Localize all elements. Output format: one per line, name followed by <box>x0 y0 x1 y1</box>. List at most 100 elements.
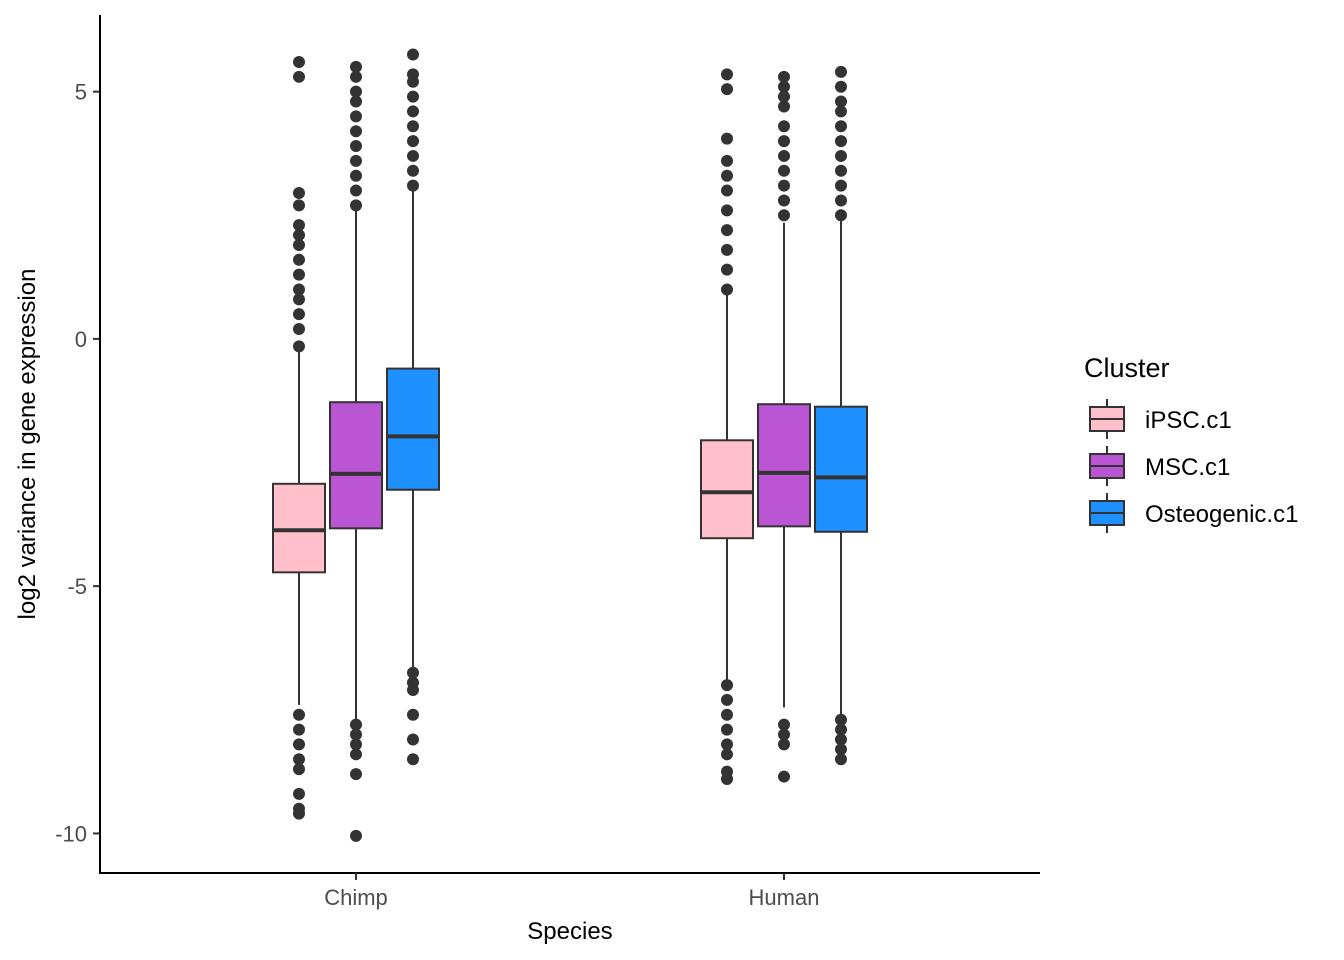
outlier-point <box>407 753 419 766</box>
outlier-point <box>407 684 419 697</box>
outlier-point <box>721 68 733 81</box>
outlier-point <box>293 723 305 736</box>
outlier-point <box>721 748 733 761</box>
y-tick-label: -10 <box>55 821 87 846</box>
x-axis-ticks: Chimp Human <box>324 873 819 910</box>
box-MSC.c1-Chimp <box>329 60 383 842</box>
outlier-point <box>721 679 733 692</box>
y-axis-ticks: 5 0 -5 -10 <box>55 80 100 846</box>
outlier-point <box>350 199 362 212</box>
legend-label: MSC.c1 <box>1145 454 1230 481</box>
outlier-point <box>293 253 305 266</box>
box-Osteogenic.c1-Chimp <box>386 48 440 766</box>
y-tick-label: 0 <box>75 327 87 352</box>
legend-label: Osteogenic.c1 <box>1145 501 1298 528</box>
outlier-point <box>778 135 790 148</box>
outlier-point <box>835 179 847 192</box>
outlier-point <box>293 753 305 766</box>
iqr-box <box>272 482 326 574</box>
outlier-point <box>293 187 305 200</box>
legend-item: Osteogenic.c1 <box>1089 493 1298 533</box>
outlier-point <box>350 184 362 197</box>
outlier-point <box>293 199 305 212</box>
outlier-point <box>835 80 847 93</box>
outlier-point <box>835 95 847 108</box>
outlier-point <box>293 323 305 336</box>
box-Osteogenic.c1-Human <box>814 65 868 766</box>
outlier-point <box>350 70 362 83</box>
outlier-point <box>835 713 847 726</box>
outlier-point <box>721 154 733 167</box>
outlier-point <box>293 70 305 83</box>
outlier-point <box>293 268 305 281</box>
legend: Cluster iPSC.c1 MSC.c1 Osteogenic.c1 <box>1084 353 1298 533</box>
legend-item: MSC.c1 <box>1089 446 1230 486</box>
x-axis-title: Species <box>527 918 612 945</box>
outlier-point <box>293 283 305 296</box>
outlier-point <box>350 110 362 123</box>
outlier-point <box>721 693 733 706</box>
outlier-point <box>778 100 790 113</box>
x-tick-label: Human <box>749 885 820 910</box>
outlier-point <box>835 135 847 148</box>
x-tick-label: Chimp <box>324 885 388 910</box>
iqr-box <box>700 439 754 540</box>
outlier-point <box>778 738 790 751</box>
outlier-point <box>778 718 790 731</box>
outlier-point <box>350 60 362 73</box>
iqr-box <box>329 401 383 530</box>
outlier-point <box>350 768 362 781</box>
box-iPSC.c1-Human <box>700 68 754 786</box>
box-iPSC.c1-Chimp <box>272 55 326 820</box>
outlier-point <box>407 120 419 133</box>
outlier-point <box>407 149 419 162</box>
outlier-point <box>350 829 362 842</box>
outlier-point <box>293 238 305 251</box>
iqr-box <box>814 405 868 533</box>
outlier-point <box>721 243 733 256</box>
iqr-box <box>386 367 440 491</box>
outlier-point <box>407 90 419 103</box>
outlier-point <box>350 95 362 108</box>
outlier-point <box>350 125 362 138</box>
outlier-point <box>407 48 419 61</box>
outlier-point <box>721 224 733 237</box>
outlier-point <box>293 787 305 800</box>
outlier-point <box>293 763 305 776</box>
outlier-point <box>778 70 790 83</box>
outlier-point <box>778 770 790 783</box>
outlier-point <box>293 708 305 721</box>
outlier-point <box>407 164 419 177</box>
outlier-point <box>293 219 305 232</box>
outlier-point <box>407 135 419 148</box>
outlier-point <box>835 753 847 766</box>
plot-area <box>272 48 868 842</box>
outlier-point <box>350 169 362 182</box>
outlier-point <box>721 169 733 182</box>
outlier-point <box>835 209 847 222</box>
y-axis-title: log2 variance in gene expression <box>14 269 41 620</box>
outlier-point <box>407 68 419 81</box>
outlier-point <box>778 164 790 177</box>
outlier-point <box>835 164 847 177</box>
outlier-point <box>721 708 733 721</box>
outlier-point <box>293 229 305 242</box>
outlier-point <box>778 728 790 741</box>
outlier-point <box>293 807 305 820</box>
outlier-point <box>778 194 790 207</box>
outlier-point <box>350 154 362 167</box>
outlier-point <box>835 723 847 736</box>
outlier-point <box>721 204 733 217</box>
outlier-point <box>835 194 847 207</box>
outlier-point <box>407 708 419 721</box>
outlier-point <box>721 184 733 197</box>
outlier-point <box>293 293 305 306</box>
outlier-point <box>835 65 847 78</box>
outlier-point <box>293 738 305 751</box>
outlier-point <box>350 738 362 751</box>
outlier-point <box>835 105 847 118</box>
outlier-point <box>350 748 362 761</box>
outlier-point <box>721 83 733 96</box>
outlier-point <box>350 140 362 153</box>
